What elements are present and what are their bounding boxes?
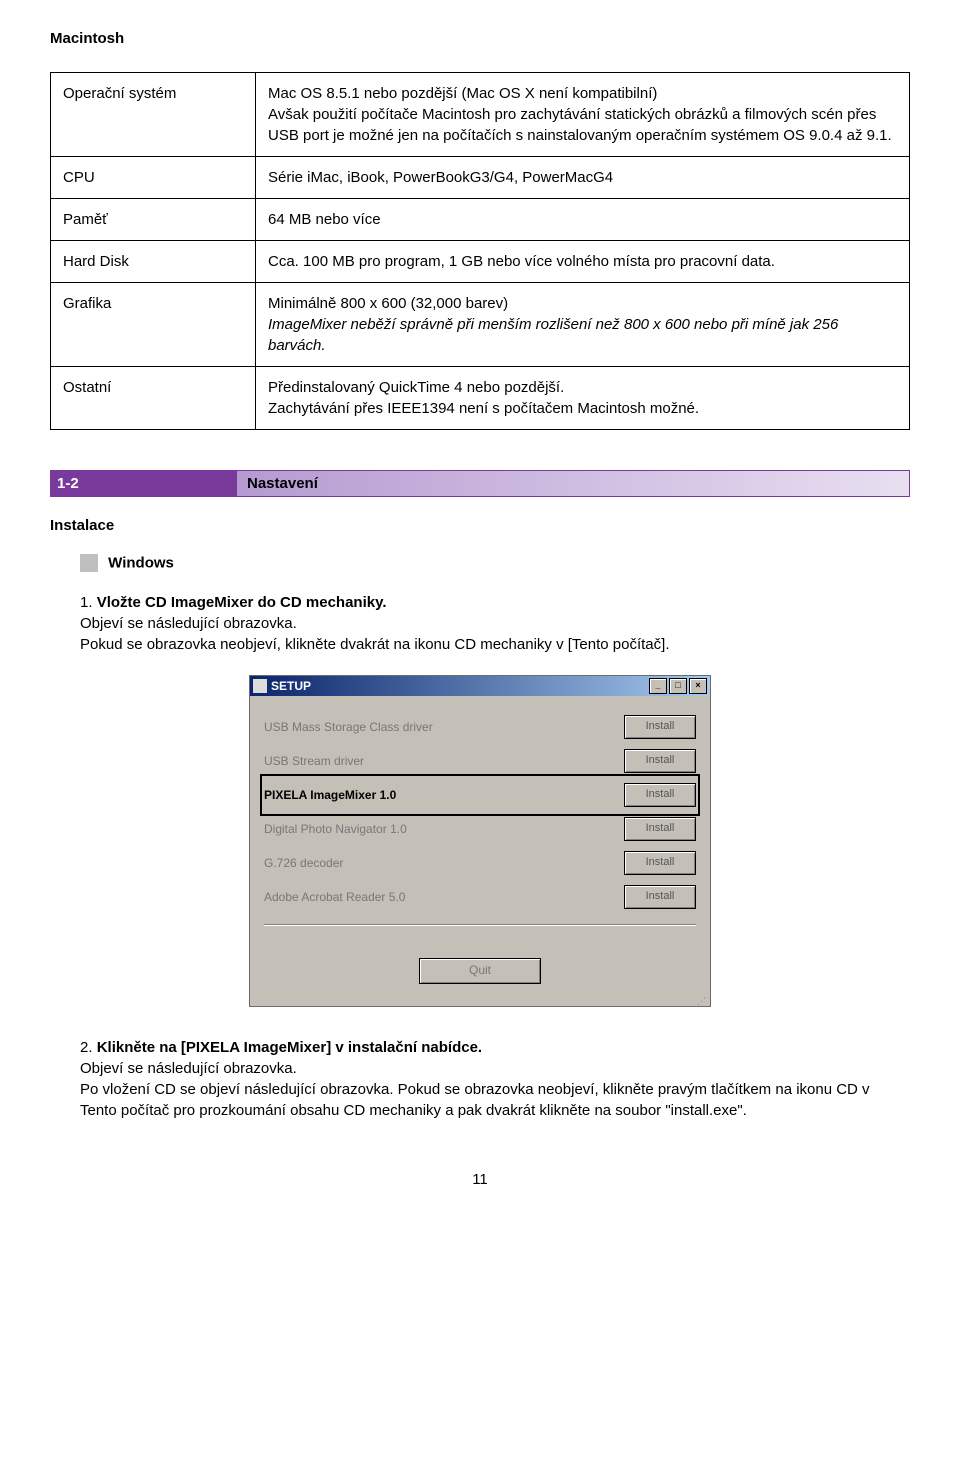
spec-value: 64 MB nebo více: [256, 199, 910, 241]
step-1-text: Objeví se následující obrazovka.Pokud se…: [80, 615, 669, 653]
setup-item-label: PIXELA ImageMixer 1.0: [264, 788, 396, 802]
maximize-button[interactable]: □: [669, 678, 687, 694]
setup-body: USB Mass Storage Class driverInstallUSB …: [250, 696, 710, 950]
spec-label: Paměť: [51, 199, 256, 241]
bullet-icon: [80, 554, 98, 572]
step-2-bold: Klikněte na [PIXELA ImageMixer] v instal…: [97, 1039, 482, 1056]
page-number: 11: [50, 1171, 910, 1188]
spec-label: CPU: [51, 157, 256, 199]
install-button[interactable]: Install: [624, 851, 696, 875]
window-icon: [253, 679, 267, 693]
spec-table: Operační systémMac OS 8.5.1 nebo pozdějš…: [50, 72, 910, 430]
install-button[interactable]: Install: [624, 885, 696, 909]
spec-label: Ostatní: [51, 367, 256, 430]
setup-item-label: Digital Photo Navigator 1.0: [264, 822, 407, 836]
step-2: 2. Klikněte na [PIXELA ImageMixer] v ins…: [80, 1037, 910, 1121]
install-button[interactable]: Install: [624, 749, 696, 773]
setup-item[interactable]: Digital Photo Navigator 1.0 Install: [264, 812, 696, 846]
setup-item-label: Adobe Acrobat Reader 5.0: [264, 890, 405, 904]
section-header: 1-2 Nastavení: [50, 470, 910, 497]
setup-item[interactable]: PIXELA ImageMixer 1.0 Install: [264, 778, 696, 812]
resize-grip-icon[interactable]: ⋰: [250, 998, 710, 1006]
spec-label: Hard Disk: [51, 241, 256, 283]
setup-item-label: G.726 decoder: [264, 856, 343, 870]
spec-value: Předinstalovaný QuickTime 4 nebo pozdějš…: [256, 367, 910, 430]
setup-item[interactable]: USB Mass Storage Class driver Install: [264, 710, 696, 744]
setup-item-label: USB Mass Storage Class driver: [264, 720, 433, 734]
install-button[interactable]: Install: [624, 715, 696, 739]
install-button[interactable]: Install: [624, 817, 696, 841]
spec-label: Grafika: [51, 283, 256, 367]
os-windows-row: Windows: [80, 554, 910, 572]
section-title: Nastavení: [237, 471, 909, 496]
minimize-button[interactable]: _: [649, 678, 667, 694]
step-1-num: 1.: [80, 594, 93, 611]
section-number: 1-2: [51, 471, 237, 496]
setup-item-label: USB Stream driver: [264, 754, 364, 768]
spec-value: Minimálně 800 x 600 (32,000 barev)ImageM…: [256, 283, 910, 367]
os-label: Windows: [108, 555, 174, 572]
window-title: SETUP: [271, 679, 311, 693]
spec-value: Cca. 100 MB pro program, 1 GB nebo více …: [256, 241, 910, 283]
step-1-bold: Vložte CD ImageMixer do CD mechaniky.: [97, 594, 387, 611]
setup-item[interactable]: G.726 decoder Install: [264, 846, 696, 880]
page-title: Macintosh: [50, 30, 910, 47]
spec-value: Mac OS 8.5.1 nebo pozdější (Mac OS X nen…: [256, 73, 910, 157]
step-1: 1. Vložte CD ImageMixer do CD mechaniky.…: [80, 592, 910, 655]
setup-footer: Quit: [250, 950, 710, 998]
setup-titlebar: SETUP _ □ ×: [250, 676, 710, 696]
subheading-instalace: Instalace: [50, 517, 910, 534]
setup-window: SETUP _ □ × USB Mass Storage Class drive…: [249, 675, 711, 1007]
close-button[interactable]: ×: [689, 678, 707, 694]
install-button[interactable]: Install: [624, 783, 696, 807]
quit-button[interactable]: Quit: [419, 958, 541, 984]
spec-label: Operační systém: [51, 73, 256, 157]
setup-item[interactable]: USB Stream driver Install: [264, 744, 696, 778]
spec-value: Série iMac, iBook, PowerBookG3/G4, Power…: [256, 157, 910, 199]
setup-item[interactable]: Adobe Acrobat Reader 5.0 Install: [264, 880, 696, 914]
step-2-text: Objeví se následující obrazovka.Po vlože…: [80, 1060, 870, 1119]
step-2-num: 2.: [80, 1039, 93, 1056]
